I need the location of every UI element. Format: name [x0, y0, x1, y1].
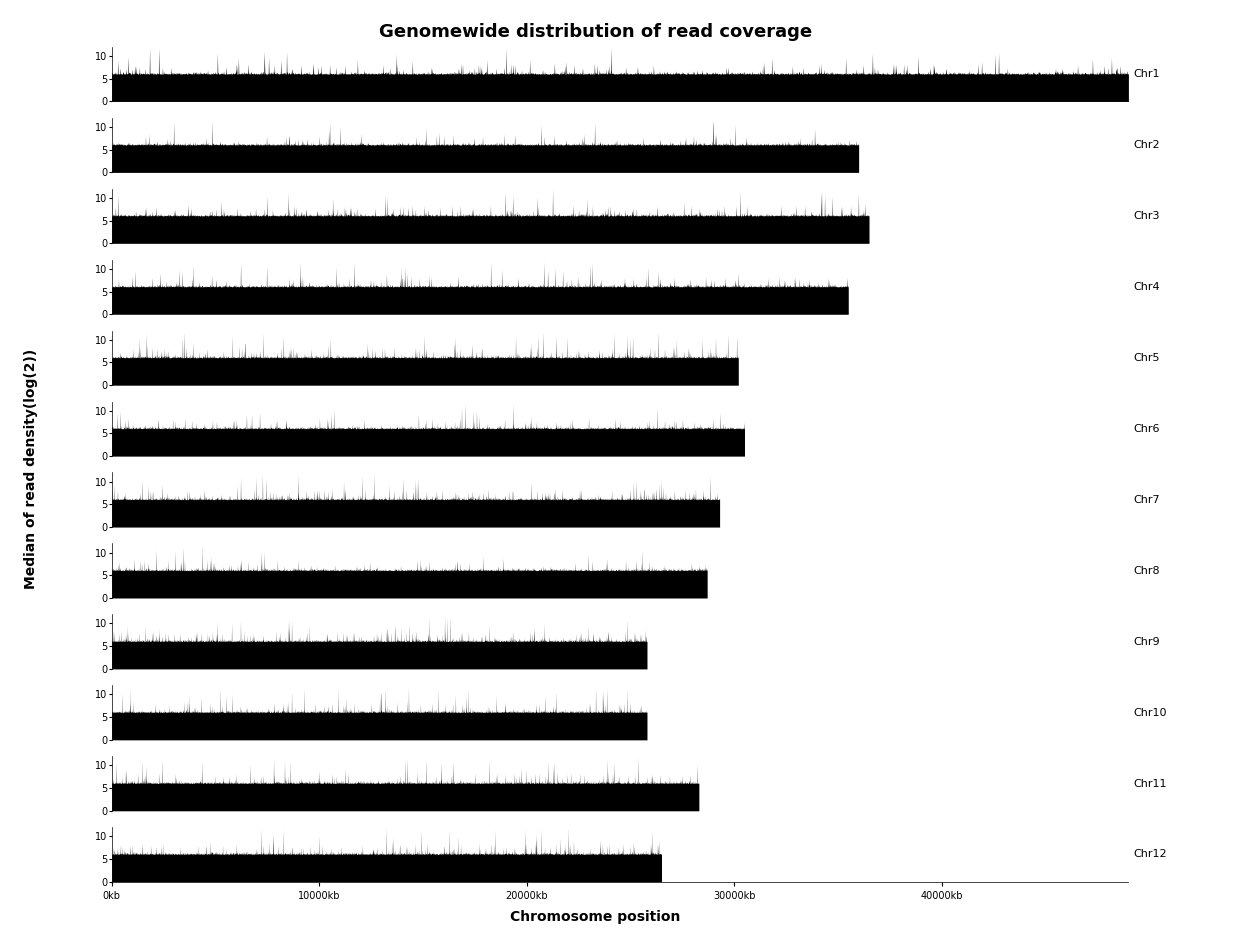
- Text: Chr7: Chr7: [1133, 494, 1161, 505]
- Text: Chr9: Chr9: [1133, 637, 1161, 646]
- Text: Chr6: Chr6: [1133, 424, 1159, 434]
- Text: Chromosome position: Chromosome position: [510, 910, 681, 924]
- Text: Chr10: Chr10: [1133, 707, 1167, 718]
- Text: Median of read density(log(2)): Median of read density(log(2)): [24, 349, 38, 589]
- Text: Chr8: Chr8: [1133, 566, 1161, 576]
- Text: Chr2: Chr2: [1133, 140, 1161, 150]
- Text: Chr4: Chr4: [1133, 282, 1161, 292]
- Text: Chr3: Chr3: [1133, 211, 1159, 221]
- Text: Genomewide distribution of read coverage: Genomewide distribution of read coverage: [378, 23, 812, 41]
- Text: Chr11: Chr11: [1133, 779, 1167, 789]
- Text: Chr1: Chr1: [1133, 69, 1159, 79]
- Text: Chr5: Chr5: [1133, 353, 1159, 363]
- Text: Chr12: Chr12: [1133, 850, 1167, 859]
